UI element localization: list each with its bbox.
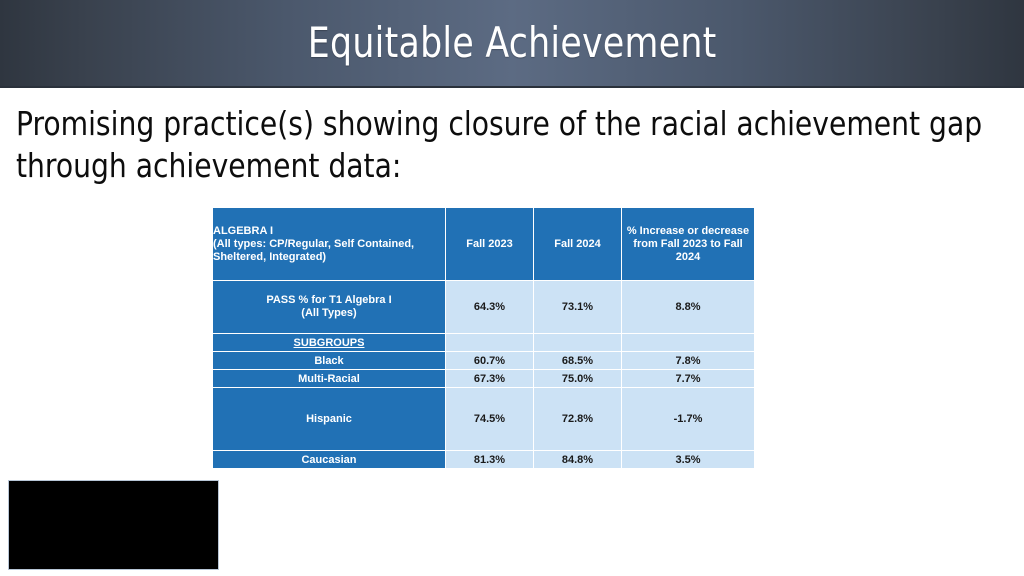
table-row: Hispanic 74.5% 72.8% -1.7% [213,388,754,450]
subgroups-label: SUBGROUPS [293,336,365,349]
table-corner-subtitle: (All types: CP/Regular, Self Contained, … [213,237,415,263]
row-label-hispanic: Hispanic [213,388,445,450]
row-label-line-2: (All Types) [301,307,357,319]
table-row: SUBGROUPS [213,334,754,351]
cell-subgroups-fall-2024 [534,334,621,351]
row-label-caucasian: Caucasian [213,451,445,468]
table-header-row: ALGEBRA I (All types: CP/Regular, Self C… [213,208,754,280]
row-label-line-1: PASS % for T1 Algebra I [266,294,392,306]
cell-hispanic-fall-2024: 72.8% [534,388,621,450]
row-label-black: Black [213,352,445,369]
cell-subgroups-fall-2023 [446,334,533,351]
cell-black-fall-2024: 68.5% [534,352,621,369]
cell-subgroups-change [622,334,754,351]
table-row: Black 60.7% 68.5% 7.8% [213,352,754,369]
table-row: Multi-Racial 67.3% 75.0% 7.7% [213,370,754,387]
table-corner-title: ALGEBRA I [213,224,274,237]
cell-multi-racial-fall-2023: 67.3% [446,370,533,387]
slide-title-bar: Equitable Achievement [0,0,1024,88]
cell-black-change: 7.8% [622,352,754,369]
slide-body-text: Promising practice(s) showing closure of… [16,103,983,187]
body-line-1: Promising practice(s) showing closure of… [16,104,983,143]
column-header-change: % Increase or decrease from Fall 2023 to… [622,208,754,280]
cell-pass-percent-change: 8.8% [622,281,754,333]
row-label-pass-percent: PASS % for T1 Algebra I (All Types) [213,281,445,333]
achievement-data-table: ALGEBRA I (All types: CP/Regular, Self C… [212,207,755,469]
body-line-2: through achievement data: [16,146,402,185]
cell-hispanic-change: -1.7% [622,388,754,450]
cell-hispanic-fall-2023: 74.5% [446,388,533,450]
cell-multi-racial-change: 7.7% [622,370,754,387]
redacted-image-placeholder [8,480,219,570]
table-corner-cell: ALGEBRA I (All types: CP/Regular, Self C… [213,208,445,280]
cell-caucasian-fall-2024: 84.8% [534,451,621,468]
row-label-subgroups: SUBGROUPS [213,334,445,351]
cell-caucasian-fall-2023: 81.3% [446,451,533,468]
cell-black-fall-2023: 60.7% [446,352,533,369]
page-title: Equitable Achievement [307,18,717,67]
row-label-multi-racial: Multi-Racial [213,370,445,387]
column-header-fall-2023: Fall 2023 [446,208,533,280]
table-row: Caucasian 81.3% 84.8% 3.5% [213,451,754,468]
cell-caucasian-change: 3.5% [622,451,754,468]
cell-multi-racial-fall-2024: 75.0% [534,370,621,387]
table-row: PASS % for T1 Algebra I (All Types) 64.3… [213,281,754,333]
cell-pass-percent-fall-2023: 64.3% [446,281,533,333]
cell-pass-percent-fall-2024: 73.1% [534,281,621,333]
column-header-fall-2024: Fall 2024 [534,208,621,280]
